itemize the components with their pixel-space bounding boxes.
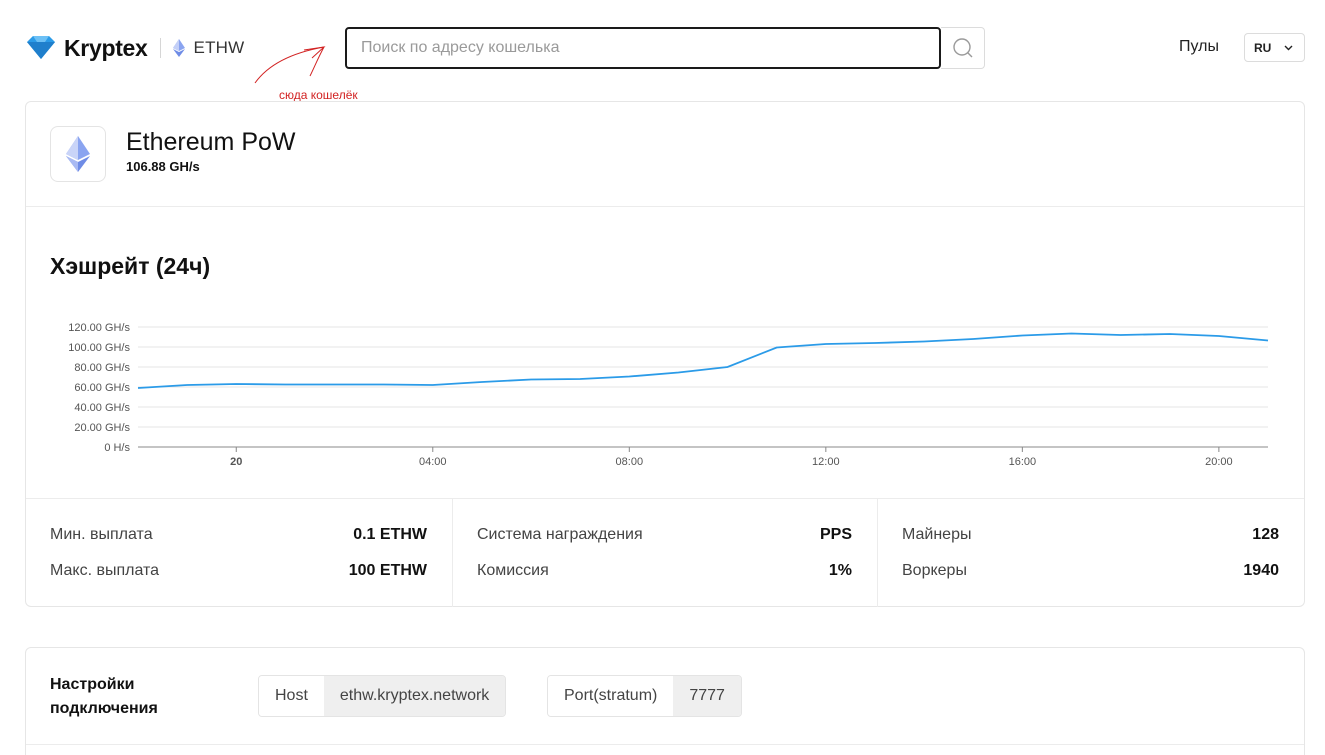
coin-hashrate: 106.88 GH/s [126, 159, 200, 174]
chart-x-tick-label: 04:00 [419, 456, 447, 468]
divider [26, 744, 1304, 745]
annotation-arrow-icon [254, 46, 326, 84]
stat-value: 128 [1252, 526, 1279, 543]
stat-fee: Комиссия 1% [477, 562, 852, 582]
pool-card: Ethereum PoW 106.88 GH/s Хэшрейт (24ч) 0… [25, 101, 1305, 607]
coin-ticker: ETHW [193, 38, 245, 57]
coin-icon-box [50, 126, 106, 182]
chart-y-tick-label: 20.00 GH/s [74, 422, 130, 434]
search-icon [952, 38, 972, 58]
stats-column-reward: Система награждения PPS Комиссия 1% [453, 499, 878, 607]
coin-header: Ethereum PoW 106.88 GH/s [26, 102, 1304, 207]
stat-value: 1940 [1243, 562, 1279, 579]
connection-settings-card: Настройки подключения Host ethw.kryptex.… [25, 647, 1305, 755]
stat-value: 100 ETHW [348, 562, 427, 579]
stats-column-payout: Мин. выплата 0.1 ETHW Макс. выплата 100 … [26, 499, 453, 607]
connection-settings-title: Настройки подключения [50, 676, 158, 717]
chart-x-tick-label: 12:00 [812, 456, 840, 468]
stat-label: Система награждения [477, 526, 643, 543]
chart-y-tick-label: 120.00 GH/s [68, 322, 130, 334]
stats-panel: Мин. выплата 0.1 ETHW Макс. выплата 100 … [26, 498, 1304, 607]
hashrate-chart: 0 H/s 20.00 GH/s 40.00 GH/s 60.00 GH/s 80.00… [68, 322, 1269, 468]
stat-label: Воркеры [902, 562, 967, 579]
stat-workers: Воркеры 1940 [902, 562, 1279, 582]
stat-max-payout: Макс. выплата 100 ETHW [50, 562, 427, 582]
chart-x-tick-label: 16:00 [1009, 456, 1037, 468]
stat-value: 1% [828, 562, 852, 579]
chart-y-tick-label: 0 H/s [104, 442, 130, 454]
stat-miners: Майнеры 128 [902, 526, 1279, 546]
header-divider [159, 38, 161, 58]
kryptex-logo[interactable]: Kryptex ETHW [24, 34, 244, 62]
search-button[interactable] [941, 27, 985, 69]
stat-reward-system: Система награждения PPS [477, 526, 852, 546]
stat-value: 0.1 ETHW [353, 526, 427, 543]
stat-min-payout: Мин. выплата 0.1 ETHW [50, 526, 427, 546]
port-field[interactable]: Port(stratum) 7777 [547, 675, 742, 717]
brand-name: Kryptex [64, 34, 148, 61]
chart-x-tick-label: 08:00 [616, 456, 644, 468]
port-label: Port(stratum) [548, 676, 674, 716]
chart-y-tick-label: 60.00 GH/s [74, 382, 130, 394]
chevron-down-icon [1284, 45, 1293, 51]
coin-name: Ethereum PoW [126, 128, 296, 156]
host-value[interactable]: ethw.kryptex.network [323, 676, 506, 716]
chart-y-tick-label: 100.00 GH/s [68, 342, 130, 354]
chart-x-tick-label: 20:00 [1205, 456, 1233, 468]
ethereum-icon [66, 136, 90, 172]
host-field[interactable]: Host ethw.kryptex.network [258, 675, 507, 717]
chart-y-tick-label: 40.00 GH/s [74, 402, 130, 414]
ethereum-icon [172, 39, 185, 57]
diamond-logo-icon [27, 36, 55, 59]
wallet-search-input[interactable] [345, 27, 941, 69]
chart-series-line [137, 332, 1269, 389]
chart-x-tick-label: 20 [230, 456, 242, 468]
stat-value: PPS [819, 526, 852, 543]
host-label: Host [259, 676, 324, 716]
chart-title: Хэшрейт (24ч) [50, 253, 211, 279]
stat-label: Майнеры [902, 526, 972, 543]
port-value[interactable]: 7777 [673, 676, 741, 716]
stats-column-miners: Майнеры 128 Воркеры 1940 [878, 499, 1304, 607]
annotation-text: сюда кошелёк [279, 88, 358, 102]
stat-label: Мин. выплата [50, 526, 153, 543]
stat-label: Макс. выплата [50, 562, 160, 579]
language-value: RU [1254, 40, 1272, 55]
chart-y-tick-label: 80.00 GH/s [74, 362, 130, 374]
nav-pools-link[interactable]: Пулы [1179, 38, 1219, 55]
wallet-search [345, 27, 985, 69]
stat-label: Комиссия [477, 562, 549, 579]
language-select[interactable]: RU [1244, 33, 1305, 62]
